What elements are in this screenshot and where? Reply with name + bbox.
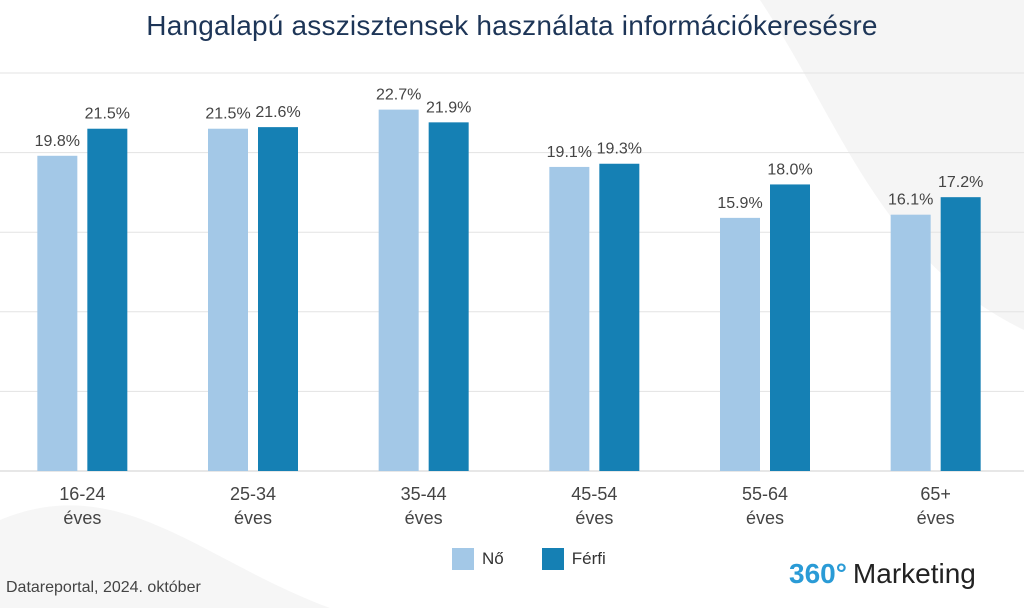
brand-logo: 360° Marketing [789,558,976,590]
legend-label-ferfi: Férfi [571,549,606,568]
data-label: 19.8% [35,133,80,150]
bar-ferfi [428,122,469,472]
legend-label-no: Nő [482,549,504,568]
bar-ferfi [258,127,298,472]
bar-ferfi [599,163,640,471]
legend-swatch-ferfi [541,548,564,570]
bar-no [208,128,248,471]
category-label: éves [405,508,443,528]
bar-no [37,155,78,471]
legend-item-no: Nő [452,548,504,570]
data-label: 17.2% [938,174,983,191]
bar-no [549,166,590,472]
legend-item-ferfi: Férfi [541,548,606,570]
bar-no [890,214,931,472]
data-label: 21.9% [426,99,471,116]
data-label: 21.5% [85,106,130,123]
data-label: 21.5% [205,106,250,123]
category-label: éves [917,508,955,528]
data-label: 16.1% [888,192,933,209]
bar-no [378,109,419,471]
category-label: 55-64 [742,484,788,504]
category-label: 35-44 [401,484,447,504]
data-label: 18.0% [767,161,812,178]
category-label: 45-54 [571,484,617,504]
category-label: 25-34 [230,484,276,504]
category-label: éves [234,508,272,528]
category-label: éves [575,508,613,528]
bar-ferfi [87,128,128,471]
bar-no [720,217,760,471]
data-label: 22.7% [376,87,421,104]
category-label: 16-24 [59,484,105,504]
data-label: 19.3% [597,141,642,158]
brand-text: Marketing [852,558,976,589]
data-label: 19.1% [547,144,592,161]
brand-number: 360° [789,558,847,589]
source-note: Datareportal, 2024. október [6,579,201,596]
bar-ferfi [770,184,810,471]
chart-title: Hangalapú asszisztensek használata infor… [146,10,878,41]
bar-ferfi [940,197,981,471]
data-label: 15.9% [717,195,762,212]
category-label: 65+ [920,484,951,504]
legend: Nő Férfi [452,548,644,570]
category-label: éves [746,508,784,528]
legend-swatch-no [452,548,474,570]
data-label: 21.6% [255,104,300,121]
category-label: éves [63,508,101,528]
